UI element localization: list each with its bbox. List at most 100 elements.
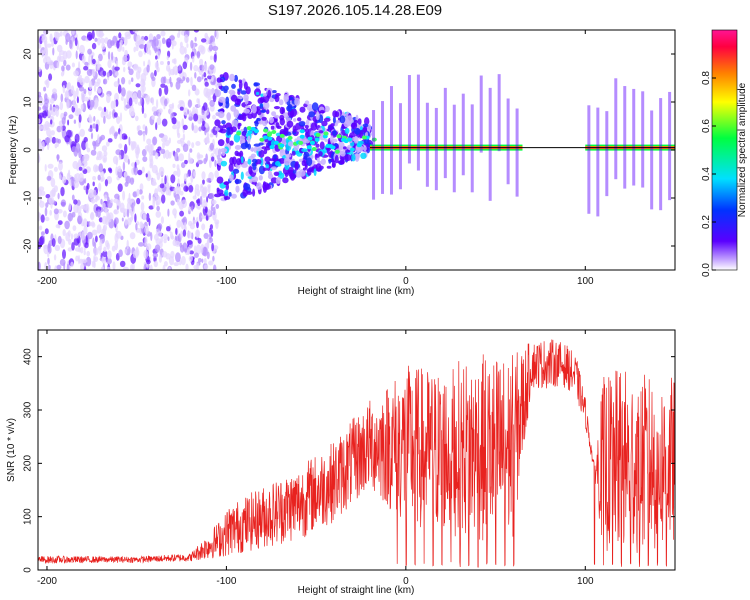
spectrogram-noise-dot (178, 30, 181, 36)
spectrogram-mid-dot (274, 114, 280, 119)
spectrogram-noise-dot (86, 182, 90, 190)
spectrogram-noise-dot (206, 251, 210, 260)
spectrogram-mid-dot (279, 106, 284, 115)
spectrogram-noise-dot (182, 76, 186, 82)
spectrogram-noise-dot (43, 57, 47, 64)
spectrogram-noise-dot (87, 231, 93, 240)
spectrogram-noise-dot (46, 127, 51, 137)
spectrogram-noise-dot (124, 143, 128, 154)
spectrogram-noise-dot (164, 175, 167, 185)
spectrogram-noise-dot (39, 235, 45, 246)
spectrogram-noise-dot (173, 65, 179, 76)
spectrogram-noise-dot (96, 30, 102, 38)
spectrogram-noise-dot (73, 70, 79, 77)
spectrogram-noise-dot (202, 187, 207, 197)
spectrogram-mid-dot (294, 97, 300, 106)
spectrogram-mid-dot (278, 158, 286, 164)
spectrogram-noise-dot (134, 213, 137, 223)
spectrogram-bright-dot (310, 140, 315, 145)
spectrogram-noise-dot (203, 63, 208, 73)
spectrogram-bright-dot (263, 128, 268, 133)
spectrogram-noise-dot (161, 118, 168, 127)
spectrogram-noise-dot (153, 38, 159, 47)
spectrogram-mid-dot (282, 112, 290, 119)
spectrogram-noise-dot (75, 87, 79, 98)
spectrogram-noise-dot (116, 40, 120, 49)
spectrogram-noise-dot (194, 187, 197, 198)
spectrogram-noise-dot (160, 96, 165, 104)
spectrogram-bright-dot (279, 133, 285, 138)
spectrogram-noise-dot (73, 119, 77, 124)
spectrogram-carrier-sideband (461, 93, 465, 176)
spectrogram-noise-dot (78, 86, 85, 92)
spectrogram-noise-dot (156, 117, 162, 126)
spectrogram-noise-dot (78, 166, 83, 171)
spectrogram-noise-dot (43, 86, 47, 92)
spectrogram-noise-dot (209, 224, 213, 230)
spectrogram-noise-dot (41, 35, 48, 43)
spectrogram-noise-dot (201, 214, 207, 219)
spectrogram-mid-dot (270, 125, 275, 130)
spectrogram-bright-dot (361, 135, 367, 140)
spectrogram-noise-dot (88, 116, 93, 124)
spectrogram-mid-dot (286, 120, 294, 128)
spectrogram-noise-dot (201, 74, 204, 80)
spectrogram-noise-dot (90, 132, 94, 140)
spectrogram-noise-dot (97, 87, 102, 94)
spectrogram-noise-dot (50, 177, 56, 188)
spectrogram-noise-dot (169, 76, 172, 84)
spectrogram-noise-dot (116, 205, 119, 210)
spectrogram-noise-dot (124, 248, 128, 254)
spectrogram-noise-dot (190, 76, 193, 87)
spectrogram-noise-dot (165, 149, 170, 160)
spectrogram-noise-dot (92, 123, 97, 129)
spectrogram-mid-dot (262, 167, 268, 171)
spectrogram-noise-dot (201, 258, 204, 263)
colorbar-tick-label: 0.4 (701, 167, 712, 181)
spectrogram-noise-dot (189, 61, 193, 71)
spectrogram-noise-dot (73, 233, 79, 239)
spectrogram-mid-dot (275, 176, 281, 185)
spectrogram-mid-dot (264, 156, 271, 163)
spectrogram-noise-dot (196, 198, 201, 207)
spectrogram-noise-dot (86, 250, 90, 257)
spectrogram-noise-dot (127, 61, 133, 68)
spectrogram-bright-dot (299, 134, 305, 139)
snr-ticks: -200 -100 0 100 0 100 200 300 400 (22, 330, 675, 587)
spectrogram-mid-dot (286, 105, 293, 112)
spectrogram-noise-dot (166, 55, 169, 61)
spectrogram-noise-dot (132, 191, 138, 198)
spectrogram-noise-dot (141, 195, 145, 200)
spectrogram-noise-dot (55, 32, 61, 38)
spectrogram-noise-dot (184, 34, 189, 44)
spectrogram-mid-dot (235, 185, 240, 193)
spectrogram-noise-dot (47, 110, 50, 117)
spectrogram-noise-dot (115, 60, 119, 67)
spectrogram-noise-dot (83, 65, 89, 71)
spectrogram-mid-dot (258, 165, 265, 175)
spectrogram-noise-dot (177, 198, 180, 206)
spectrogram-mid-dot (265, 164, 270, 169)
spectrogram-noise-dot (81, 140, 87, 151)
spectrogram-noise-dot (96, 64, 101, 71)
spectrogram-noise-dot (151, 181, 157, 186)
spectrogram-noise-dot (210, 229, 214, 237)
spectrogram-noise-dot (98, 163, 104, 173)
spectrogram-mid-dot (282, 177, 289, 184)
spectrogram-noise-dot (142, 132, 146, 142)
spectrogram-noise-dot (102, 250, 108, 258)
spectrogram-noise-dot (112, 155, 119, 165)
spectrogram-noise-dot (49, 33, 53, 42)
spectrogram-noise-dot (160, 216, 164, 224)
spectrogram-mid-dot (225, 183, 229, 191)
spectrogram-noise-dot (206, 196, 209, 203)
spectrogram-bright-dot (307, 136, 313, 141)
spectrogram-noise-dot (74, 133, 80, 143)
spectrogram-noise-dot (133, 63, 139, 70)
spectrogram-noise-dot (202, 246, 208, 257)
spectrogram-mid-dot (324, 138, 329, 142)
spectrogram-mid-dot (239, 150, 244, 158)
spectrogram-noise-dot (60, 93, 64, 103)
spectrogram-mid-dot (265, 183, 271, 190)
spectrogram-noise-dot (177, 178, 180, 187)
